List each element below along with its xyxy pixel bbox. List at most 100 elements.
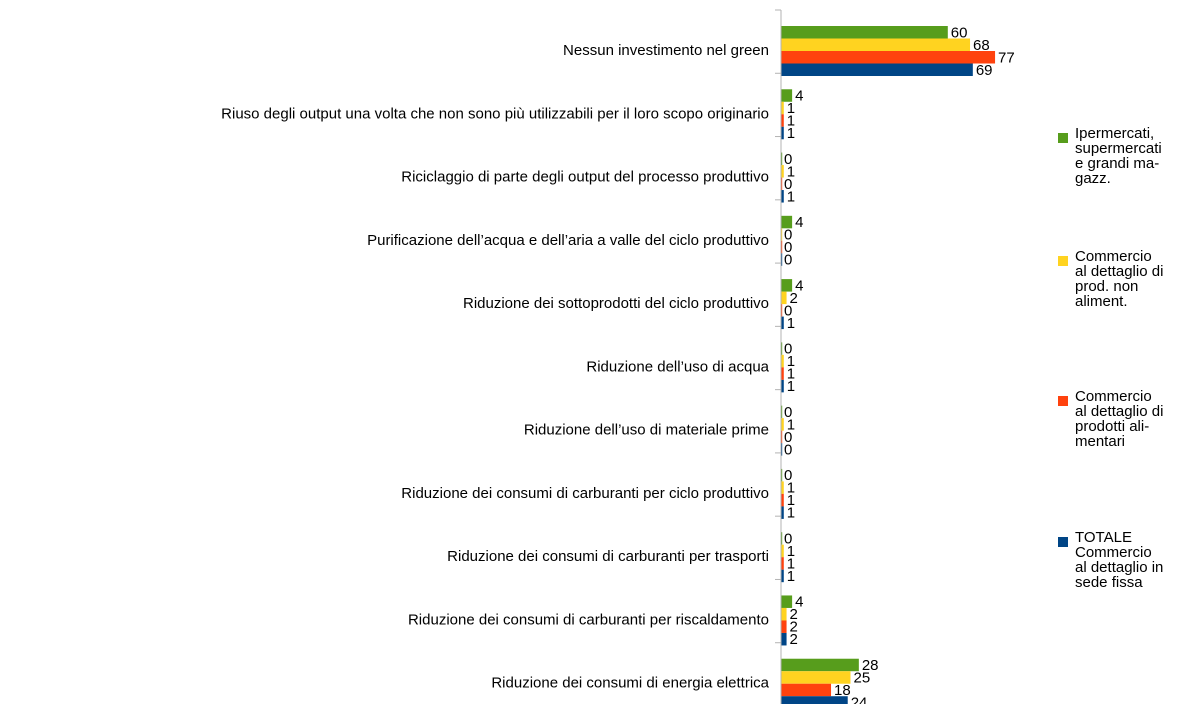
- bar: [781, 279, 793, 292]
- bar: [781, 215, 793, 229]
- bar: [781, 177, 783, 191]
- bar: [781, 291, 787, 305]
- legend-swatch: [1058, 133, 1068, 143]
- bar: [781, 101, 784, 115]
- data-label: 1: [787, 416, 795, 433]
- bar: [781, 165, 784, 178]
- bar: [781, 506, 784, 519]
- data-label: 4: [795, 594, 803, 611]
- category-label: Riduzione dei consumi di carburanti per …: [401, 485, 769, 502]
- data-label: 28: [862, 657, 879, 674]
- legend-label: TOTALE Commercio al dettaglio in sede fi…: [1075, 529, 1164, 591]
- data-label: 1: [787, 505, 795, 522]
- data-label: 69: [976, 62, 993, 79]
- data-label: 1: [787, 125, 795, 142]
- bar: [781, 658, 859, 672]
- bar: [781, 253, 783, 266]
- category-label: Riduzione dei consumi di energia elettri…: [491, 675, 769, 692]
- bar: [781, 557, 784, 570]
- data-label: 2: [790, 631, 798, 648]
- bars-group: [781, 26, 996, 704]
- bar: [781, 683, 832, 697]
- data-label: 2: [790, 290, 798, 307]
- data-label: 1: [787, 163, 795, 180]
- data-label: 4: [795, 88, 803, 105]
- bar: [781, 240, 783, 254]
- bar: [781, 532, 783, 545]
- bar: [781, 493, 784, 507]
- bar: [781, 632, 787, 646]
- data-label: 1: [787, 188, 795, 205]
- bar: [781, 481, 784, 494]
- bar: [781, 595, 793, 608]
- data-label: 24: [851, 694, 868, 704]
- bar: [781, 126, 784, 140]
- legend-swatch: [1058, 256, 1068, 266]
- data-label: 0: [784, 151, 792, 168]
- data-label: 0: [784, 302, 792, 319]
- data-label: 0: [784, 227, 792, 244]
- legend-label: Commercio al dettaglio di prod. non alim…: [1075, 248, 1164, 310]
- bar: [781, 26, 948, 39]
- category-label: Riduzione dell’uso di materiale prime: [524, 422, 769, 439]
- category-label: Riduzione dei consumi di carburanti per …: [408, 611, 769, 628]
- data-label: 0: [784, 404, 792, 421]
- data-label: 0: [784, 441, 792, 458]
- data-label: 1: [787, 492, 795, 509]
- legend-label: Commercio al dettaglio di prodotti ali- …: [1075, 388, 1164, 450]
- category-labels-group: Nessun investimento nel green Riuso degli…: [221, 42, 769, 692]
- data-label: 77: [998, 49, 1015, 66]
- category-label: Riduzione dell’uso di acqua: [586, 358, 769, 375]
- bar: [781, 114, 784, 127]
- data-label: 1: [787, 378, 795, 395]
- bar: [781, 63, 973, 76]
- bar: [781, 316, 784, 330]
- bar: [781, 620, 787, 633]
- bar: [781, 671, 851, 684]
- bar: [781, 190, 784, 203]
- category-label: Purificazione dell’acqua e dell’aria a v…: [367, 232, 769, 249]
- value-labels-group: 6068776941110101400042010111010001110111…: [784, 24, 1015, 704]
- bar: [781, 342, 783, 355]
- data-label: 0: [784, 530, 792, 547]
- data-label: 0: [784, 341, 792, 358]
- category-label: Riuso degli output una volta che non son…: [221, 105, 769, 122]
- bar: [781, 544, 784, 558]
- legend: Ipermercati, supermercati e grandi ma- g…: [1058, 0, 1204, 704]
- legend-label: Ipermercati, supermercati e grandi ma- g…: [1075, 125, 1162, 187]
- bar: [781, 468, 783, 482]
- bar: [781, 430, 783, 444]
- y-axis: [775, 9, 782, 704]
- bar: [781, 354, 784, 368]
- data-label: 0: [784, 467, 792, 484]
- category-label: Riciclaggio di parte degli output del pr…: [401, 169, 769, 186]
- category-label: Riduzione dei consumi di carburanti per …: [447, 548, 769, 565]
- bar: [781, 304, 783, 317]
- bar: [781, 367, 784, 380]
- bar: [781, 228, 783, 241]
- data-label: 60: [951, 24, 968, 41]
- data-label: 1: [787, 543, 795, 560]
- data-label: 1: [787, 568, 795, 585]
- bar: [781, 696, 848, 704]
- data-label: 18: [834, 682, 851, 699]
- legend-swatch: [1058, 537, 1068, 547]
- bar: [781, 51, 996, 64]
- data-label: 68: [973, 37, 990, 54]
- category-label: Nessun investimento nel green: [563, 42, 769, 59]
- data-label: 1: [787, 366, 795, 383]
- data-label: 4: [795, 214, 803, 231]
- data-label: 1: [787, 353, 795, 370]
- data-label: 1: [787, 315, 795, 332]
- data-label: 0: [784, 239, 792, 256]
- bar: [781, 418, 784, 431]
- data-label: 0: [784, 176, 792, 193]
- data-label: 0: [784, 429, 792, 446]
- bar: [781, 607, 787, 621]
- data-label: 1: [787, 100, 795, 117]
- data-label: 2: [790, 619, 798, 636]
- data-label: 1: [787, 113, 795, 130]
- category-label: Riduzione dei sottoprodotti del ciclo pr…: [463, 295, 769, 312]
- bar: [781, 89, 793, 102]
- bar: [781, 152, 783, 166]
